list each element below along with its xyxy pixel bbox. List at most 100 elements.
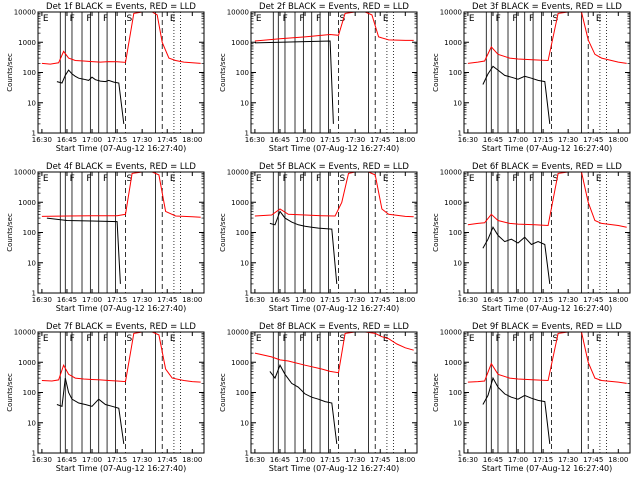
y-axis-label: Counts/sec [6, 213, 14, 252]
y-tick-label: 1000 [18, 359, 36, 367]
flag-label: F [70, 174, 75, 184]
series-lld [41, 331, 201, 383]
series-lld [41, 11, 201, 65]
y-tick-label: 100 [236, 229, 249, 237]
x-tick-label: 16:30 [458, 136, 478, 144]
flag-label: F [299, 174, 304, 184]
x-tick-label: 16:30 [32, 296, 52, 304]
flag-label: F [512, 334, 517, 344]
series-lld [254, 331, 414, 374]
series-events [482, 65, 551, 124]
x-tick-label: 17:45 [157, 296, 177, 304]
y-axis-label: Counts/sec [6, 53, 14, 92]
x-tick-label: 17:15 [320, 456, 340, 464]
flag-label: F [529, 174, 534, 184]
panel-title: Det 5f BLACK = Events, RED = LLD [259, 162, 409, 172]
x-tick-label: 17:30 [345, 296, 365, 304]
flag-label: F [316, 334, 321, 344]
x-tick-label: 17:45 [157, 136, 177, 144]
y-tick-label: 10000 [440, 329, 462, 337]
series-events [269, 364, 338, 444]
panel-6: Det 6f BLACK = Events, RED = LLD E F F F S E 16… [432, 162, 631, 313]
x-tick-label: 16:45 [483, 136, 503, 144]
x-tick-label: 17:30 [558, 136, 578, 144]
panel-5: Det 5f BLACK = Events, RED = LLD E F F F S E 16… [219, 162, 418, 313]
y-tick-label: 10 [240, 259, 249, 267]
y-tick-label: 10 [27, 99, 36, 107]
series-events [56, 377, 125, 444]
plot-frame [37, 171, 205, 294]
x-tick-label: 18:00 [395, 296, 415, 304]
y-tick-label: 10000 [14, 9, 36, 17]
x-tick-label: 16:30 [245, 296, 265, 304]
x-tick-label: 17:00 [295, 136, 315, 144]
panel-9: Det 9f BLACK = Events, RED = LLD E F F F S E 16… [432, 322, 631, 473]
flag-label: F [283, 174, 288, 184]
flag-label: S [339, 174, 345, 184]
y-tick-label: 10 [240, 99, 249, 107]
flag-label: F [529, 334, 534, 344]
x-axis-label: Start Time (07-Aug-12 16:27:40) [56, 304, 187, 313]
flag-label: S [552, 174, 558, 184]
x-tick-label: 16:45 [270, 456, 290, 464]
x-axis-label: Start Time (07-Aug-12 16:27:40) [269, 464, 400, 473]
plot-frame [37, 331, 205, 454]
x-tick-label: 17:00 [82, 456, 102, 464]
x-tick-label: 18:00 [182, 136, 202, 144]
x-tick-label: 17:30 [345, 456, 365, 464]
x-axis-label: Start Time (07-Aug-12 16:27:40) [56, 464, 187, 473]
panel-7: Det 7f BLACK = Events, RED = LLD E F F F S E 16… [6, 322, 205, 473]
y-tick-label: 1 [32, 290, 36, 298]
y-tick-label: 1 [458, 130, 462, 138]
plot-frame [250, 11, 418, 134]
x-tick-label: 17:30 [558, 456, 578, 464]
flag-label: F [512, 174, 517, 184]
x-tick-label: 17:00 [508, 296, 528, 304]
flag-label: F [103, 334, 108, 344]
x-tick-label: 17:15 [107, 296, 127, 304]
y-tick-label: 10000 [14, 169, 36, 177]
flag-label: E [43, 174, 49, 184]
y-tick-label: 100 [449, 229, 462, 237]
y-tick-label: 10000 [227, 329, 249, 337]
x-tick-label: 18:00 [608, 296, 628, 304]
x-axis-label: Start Time (07-Aug-12 16:27:40) [482, 144, 613, 153]
flag-label: F [496, 14, 501, 24]
y-tick-label: 10 [453, 259, 462, 267]
y-tick-label: 10000 [227, 169, 249, 177]
x-tick-label: 16:45 [483, 296, 503, 304]
x-tick-label: 16:30 [245, 136, 265, 144]
y-tick-label: 1000 [18, 199, 36, 207]
y-tick-label: 10000 [14, 329, 36, 337]
y-axis-label: Counts/sec [432, 373, 440, 412]
x-tick-label: 17:15 [533, 456, 553, 464]
x-tick-label: 17:15 [320, 136, 340, 144]
x-tick-label: 16:45 [270, 136, 290, 144]
panel-title: Det 3f BLACK = Events, RED = LLD [472, 2, 622, 12]
flag-label: E [256, 174, 262, 184]
flag-label: F [70, 14, 75, 24]
flag-label: E [383, 334, 389, 344]
x-tick-label: 16:45 [57, 296, 77, 304]
x-axis-label: Start Time (07-Aug-12 16:27:40) [269, 304, 400, 313]
plot-frame [37, 11, 205, 134]
flag-label: S [552, 334, 558, 344]
x-tick-label: 17:30 [132, 456, 152, 464]
x-tick-label: 17:00 [295, 296, 315, 304]
y-tick-label: 1000 [231, 199, 249, 207]
x-tick-label: 18:00 [395, 456, 415, 464]
series-lld [254, 171, 414, 218]
panel-title: Det 2f BLACK = Events, RED = LLD [259, 2, 409, 12]
x-tick-label: 16:30 [458, 296, 478, 304]
x-tick-label: 17:15 [533, 296, 553, 304]
y-tick-label: 1 [245, 290, 249, 298]
flag-label: E [383, 14, 389, 24]
series-lld [254, 11, 414, 42]
flag-label: F [283, 334, 288, 344]
y-tick-label: 100 [449, 389, 462, 397]
y-tick-label: 100 [23, 229, 36, 237]
flag-label: F [316, 174, 321, 184]
series-events [56, 69, 125, 124]
flag-label: F [496, 334, 501, 344]
flag-label: F [86, 174, 91, 184]
